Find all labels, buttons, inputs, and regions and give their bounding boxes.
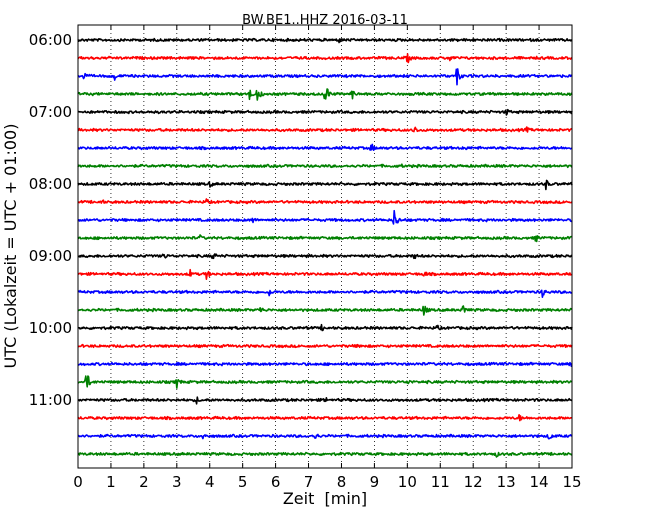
x-tick-label: 6 <box>271 473 281 491</box>
x-tick-label: 0 <box>73 473 83 491</box>
trace-line <box>77 209 573 225</box>
x-axis-label: Zeit [min] <box>283 489 367 508</box>
trace-line <box>77 433 573 440</box>
x-tick-label: 13 <box>497 473 516 491</box>
trace-line <box>77 361 573 367</box>
y-axis: 06:00 07:00 08:00 09:00 10:00 11:00 <box>29 31 572 409</box>
trace-line <box>77 323 573 332</box>
trace-line <box>77 414 573 422</box>
trace-line <box>77 108 573 116</box>
x-tick-label: 3 <box>172 473 182 491</box>
y-tick-label: 10:00 <box>29 319 72 337</box>
trace-line <box>77 289 573 298</box>
x-tick-label: 9 <box>370 473 380 491</box>
traces <box>77 37 573 458</box>
x-tick-label: 5 <box>238 473 248 491</box>
trace-line <box>77 68 573 86</box>
x-tick-label: 14 <box>530 473 549 491</box>
trace-line <box>77 253 573 260</box>
trace-line <box>77 268 573 280</box>
trace-line <box>77 396 573 405</box>
trace-line <box>77 198 573 205</box>
chart-title: BW.BE1..HHZ 2016-03-11 <box>242 13 408 28</box>
trace-line <box>77 53 573 64</box>
trace-line <box>77 143 573 151</box>
x-tick-label: 1 <box>106 473 116 491</box>
x-tick-label: 8 <box>337 473 347 491</box>
plot-frame <box>77 24 573 469</box>
x-axis: 0 1 2 3 4 5 6 7 8 9 10 11 12 13 14 15 <box>73 25 582 491</box>
trace-line <box>77 305 573 316</box>
trace-line <box>77 343 573 349</box>
y-tick-label: 09:00 <box>29 247 72 265</box>
trace-line <box>77 37 573 44</box>
y-axis-label: UTC (Lokalzeit = UTC + 01:00) <box>1 124 20 369</box>
x-tick-label: 12 <box>464 473 483 491</box>
x-tick-label: 2 <box>139 473 149 491</box>
trace-line <box>77 88 573 101</box>
x-tick-label: 15 <box>562 473 581 491</box>
x-tick-label: 7 <box>304 473 314 491</box>
y-tick-label: 06:00 <box>29 31 72 49</box>
y-tick-label: 11:00 <box>29 391 72 409</box>
y-tick-label: 07:00 <box>29 103 72 121</box>
trace-line <box>77 179 573 191</box>
trace-line <box>77 375 573 389</box>
x-tick-label: 11 <box>431 473 450 491</box>
x-tick-label: 10 <box>398 473 417 491</box>
trace-line <box>77 234 573 243</box>
trace-line <box>77 163 573 169</box>
x-tick-label: 4 <box>205 473 215 491</box>
y-tick-label: 08:00 <box>29 175 72 193</box>
trace-line <box>77 126 573 133</box>
trace-line <box>77 451 573 458</box>
